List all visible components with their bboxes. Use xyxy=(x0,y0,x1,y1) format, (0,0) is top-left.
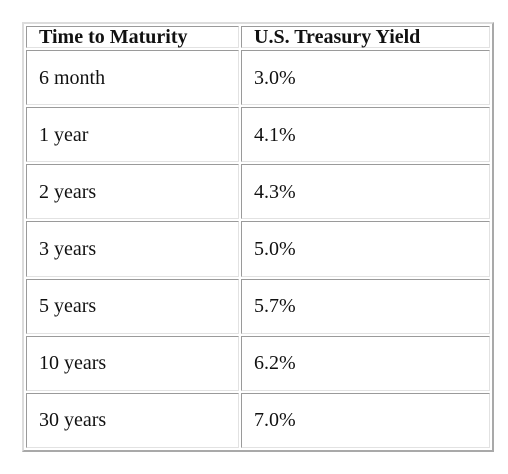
table-row: 10 years 6.2% xyxy=(26,335,490,391)
maturity-cell: 2 years xyxy=(26,164,239,220)
table-row: 3 years 5.0% xyxy=(26,221,490,277)
yield-table-frame: Time to Maturity U.S. Treasury Yield 6 m… xyxy=(22,22,494,452)
yield-cell: 5.7% xyxy=(241,278,490,334)
yield-cell: 6.2% xyxy=(241,335,490,391)
maturity-cell: 3 years xyxy=(26,221,239,277)
maturity-cell: 10 years xyxy=(26,335,239,391)
yield-cell: 7.0% xyxy=(241,392,490,448)
maturity-cell: 30 years xyxy=(26,392,239,448)
yield-cell: 5.0% xyxy=(241,221,490,277)
yield-cell: 4.3% xyxy=(241,164,490,220)
column-header-maturity: Time to Maturity xyxy=(26,26,239,48)
yield-cell: 4.1% xyxy=(241,107,490,163)
table-row: 30 years 7.0% xyxy=(26,392,490,448)
table-row: 1 year 4.1% xyxy=(26,107,490,163)
maturity-cell: 6 month xyxy=(26,50,239,106)
maturity-cell: 1 year xyxy=(26,107,239,163)
table-row: 5 years 5.7% xyxy=(26,278,490,334)
maturity-cell: 5 years xyxy=(26,278,239,334)
table-row: 6 month 3.0% xyxy=(26,50,490,106)
table-row: 2 years 4.3% xyxy=(26,164,490,220)
column-header-yield: U.S. Treasury Yield xyxy=(241,26,490,48)
treasury-yield-table: Time to Maturity U.S. Treasury Yield 6 m… xyxy=(24,24,492,450)
table-header-row: Time to Maturity U.S. Treasury Yield xyxy=(26,26,490,48)
yield-cell: 3.0% xyxy=(241,50,490,106)
